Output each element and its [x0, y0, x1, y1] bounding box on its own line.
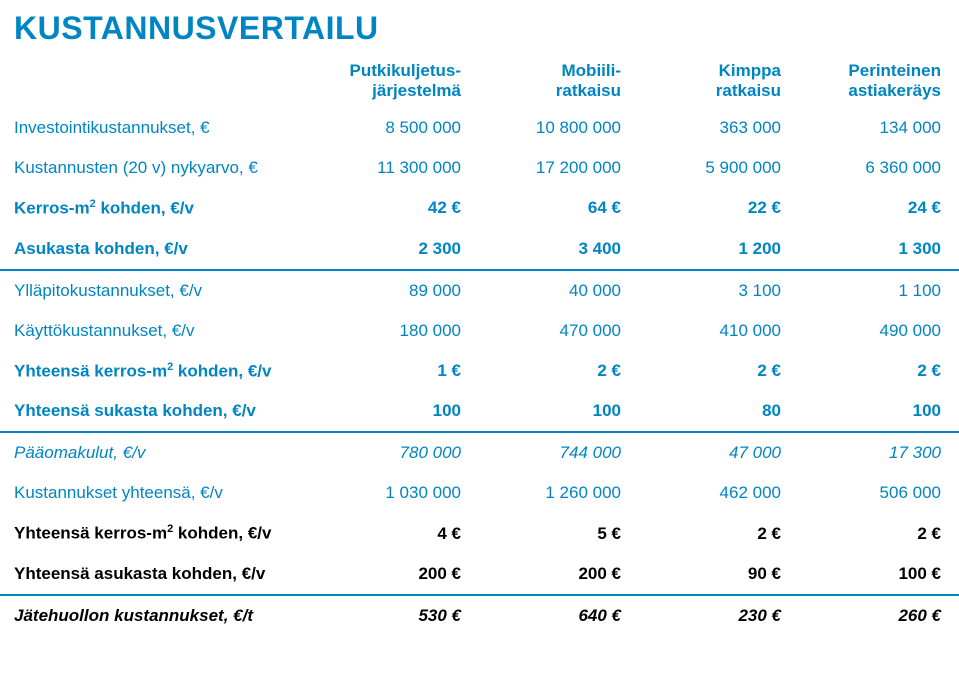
table-row: Yhteensä sukasta kohden, €/v10010080100 — [0, 391, 959, 432]
cell-value: 100 — [479, 391, 639, 432]
cell-value: 1 200 — [639, 229, 799, 270]
page-title: KUSTANNUSVERTAILU — [0, 10, 959, 53]
cell-value: 100 — [289, 391, 479, 432]
column-header: Mobiili-ratkaisu — [479, 53, 639, 108]
row-label: Kustannukset yhteensä, €/v — [0, 473, 289, 513]
row-label: Yhteensä kerros-m2 kohden, €/v — [0, 351, 289, 392]
cell-value: 2 € — [799, 513, 959, 554]
cell-value: 2 300 — [289, 229, 479, 270]
cell-value: 1 030 000 — [289, 473, 479, 513]
page: KUSTANNUSVERTAILU Putkikuljetus-järjeste… — [0, 0, 959, 636]
cell-value: 180 000 — [289, 311, 479, 351]
cell-value: 530 € — [289, 595, 479, 636]
cell-value: 22 € — [639, 188, 799, 229]
cell-value: 744 000 — [479, 432, 639, 473]
cell-value: 8 500 000 — [289, 108, 479, 148]
row-label: Kerros-m2 kohden, €/v — [0, 188, 289, 229]
table-row: Investointikustannukset, €8 500 00010 80… — [0, 108, 959, 148]
cell-value: 506 000 — [799, 473, 959, 513]
cell-value: 2 € — [799, 351, 959, 392]
cell-value: 42 € — [289, 188, 479, 229]
cell-value: 230 € — [639, 595, 799, 636]
table-row: Asukasta kohden, €/v2 3003 4001 2001 300 — [0, 229, 959, 270]
cell-value: 89 000 — [289, 270, 479, 311]
table-body: Investointikustannukset, €8 500 00010 80… — [0, 108, 959, 636]
cell-value: 17 200 000 — [479, 148, 639, 188]
cell-value: 490 000 — [799, 311, 959, 351]
cell-value: 1 100 — [799, 270, 959, 311]
table-row: Jätehuollon kustannukset, €/t530 €640 €2… — [0, 595, 959, 636]
cell-value: 64 € — [479, 188, 639, 229]
table-row: Ylläpitokustannukset, €/v89 00040 0003 1… — [0, 270, 959, 311]
cell-value: 470 000 — [479, 311, 639, 351]
table-row: Yhteensä asukasta kohden, €/v200 €200 €9… — [0, 554, 959, 595]
table-row: Yhteensä kerros-m2 kohden, €/v1 €2 €2 €2… — [0, 351, 959, 392]
cell-value: 3 100 — [639, 270, 799, 311]
column-header: Putkikuljetus-järjestelmä — [289, 53, 479, 108]
cell-value: 200 € — [289, 554, 479, 595]
row-label: Jätehuollon kustannukset, €/t — [0, 595, 289, 636]
cell-value: 3 400 — [479, 229, 639, 270]
cell-value: 90 € — [639, 554, 799, 595]
cell-value: 410 000 — [639, 311, 799, 351]
cell-value: 4 € — [289, 513, 479, 554]
cell-value: 5 900 000 — [639, 148, 799, 188]
table-row: Yhteensä kerros-m2 kohden, €/v4 €5 €2 €2… — [0, 513, 959, 554]
cell-value: 2 € — [639, 351, 799, 392]
cell-value: 100 € — [799, 554, 959, 595]
table-row: Käyttökustannukset, €/v180 000470 000410… — [0, 311, 959, 351]
row-label: Yhteensä asukasta kohden, €/v — [0, 554, 289, 595]
table-row: Kustannukset yhteensä, €/v1 030 0001 260… — [0, 473, 959, 513]
cell-value: 17 300 — [799, 432, 959, 473]
cost-table: Putkikuljetus-järjestelmäMobiili-ratkais… — [0, 53, 959, 636]
row-label: Ylläpitokustannukset, €/v — [0, 270, 289, 311]
row-label: Pääomakulut, €/v — [0, 432, 289, 473]
table-row: Kerros-m2 kohden, €/v42 €64 €22 €24 € — [0, 188, 959, 229]
cell-value: 2 € — [639, 513, 799, 554]
row-label: Yhteensä kerros-m2 kohden, €/v — [0, 513, 289, 554]
row-label: Asukasta kohden, €/v — [0, 229, 289, 270]
table-row: Kustannusten (20 v) nykyarvo, €11 300 00… — [0, 148, 959, 188]
cell-value: 100 — [799, 391, 959, 432]
table-row: Pääomakulut, €/v780 000744 00047 00017 3… — [0, 432, 959, 473]
cell-value: 1 260 000 — [479, 473, 639, 513]
cell-value: 40 000 — [479, 270, 639, 311]
header-empty — [0, 53, 289, 108]
cell-value: 260 € — [799, 595, 959, 636]
cell-value: 363 000 — [639, 108, 799, 148]
cell-value: 134 000 — [799, 108, 959, 148]
column-header: Kimpparatkaisu — [639, 53, 799, 108]
cell-value: 6 360 000 — [799, 148, 959, 188]
row-label: Kustannusten (20 v) nykyarvo, € — [0, 148, 289, 188]
cell-value: 1 300 — [799, 229, 959, 270]
cell-value: 2 € — [479, 351, 639, 392]
cell-value: 640 € — [479, 595, 639, 636]
cell-value: 24 € — [799, 188, 959, 229]
cell-value: 80 — [639, 391, 799, 432]
cell-value: 10 800 000 — [479, 108, 639, 148]
row-label: Käyttökustannukset, €/v — [0, 311, 289, 351]
cell-value: 47 000 — [639, 432, 799, 473]
header-row: Putkikuljetus-järjestelmäMobiili-ratkais… — [0, 53, 959, 108]
cell-value: 1 € — [289, 351, 479, 392]
cell-value: 200 € — [479, 554, 639, 595]
cell-value: 462 000 — [639, 473, 799, 513]
cell-value: 780 000 — [289, 432, 479, 473]
cell-value: 11 300 000 — [289, 148, 479, 188]
column-header: Perinteinenastiakeräys — [799, 53, 959, 108]
row-label: Yhteensä sukasta kohden, €/v — [0, 391, 289, 432]
cell-value: 5 € — [479, 513, 639, 554]
row-label: Investointikustannukset, € — [0, 108, 289, 148]
